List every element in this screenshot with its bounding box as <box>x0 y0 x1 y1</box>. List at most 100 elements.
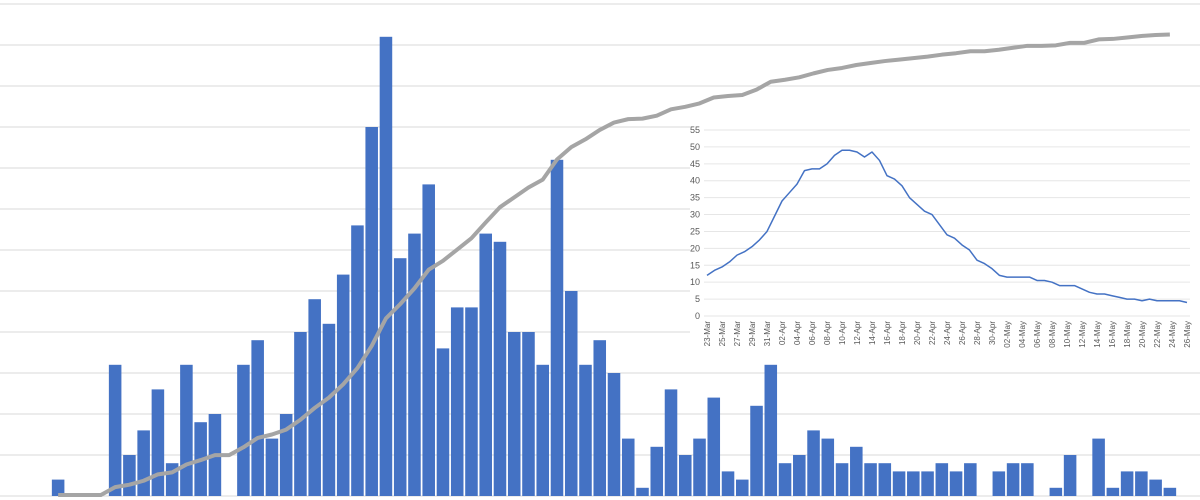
x-tick-label: 16-Apr <box>883 321 892 345</box>
x-tick-label: 12-Apr <box>853 321 862 345</box>
x-tick-label: 04-May <box>1018 321 1027 348</box>
bar <box>379 36 393 497</box>
x-tick-label: 24-Apr <box>943 321 952 345</box>
bar <box>137 430 150 496</box>
bar <box>850 446 863 496</box>
bar <box>636 487 649 496</box>
bar <box>322 323 336 496</box>
x-tick-label: 26-Apr <box>958 321 967 345</box>
bar <box>408 233 421 496</box>
bar <box>864 463 877 496</box>
bar <box>123 455 136 496</box>
bar <box>693 438 706 496</box>
x-tick-label: 22-May <box>1153 321 1162 348</box>
bar <box>736 479 749 496</box>
x-tick-label: 20-Apr <box>913 321 922 345</box>
bar <box>721 471 735 496</box>
bar <box>992 471 1006 496</box>
x-tick-label: 30-Apr <box>988 321 997 345</box>
bar <box>707 397 721 496</box>
y-tick-label: 25 <box>690 226 700 236</box>
main-chart <box>0 3 1200 498</box>
x-tick-label: 10-Apr <box>838 321 847 345</box>
bar <box>1049 487 1063 496</box>
bar <box>151 389 165 496</box>
bar <box>593 340 607 496</box>
x-tick-label: 02-Apr <box>778 321 787 345</box>
bar <box>678 455 692 496</box>
bar <box>279 414 293 496</box>
x-tick-label: 23-Mar <box>703 321 712 347</box>
x-tick-label: 06-Apr <box>808 321 817 345</box>
bar <box>921 471 934 496</box>
bar <box>1135 471 1148 496</box>
bar <box>621 438 635 496</box>
bar <box>507 332 521 496</box>
bar <box>807 430 820 496</box>
x-tick-label: 08-May <box>1048 321 1057 348</box>
x-tick-label: 16-May <box>1108 321 1117 348</box>
bar <box>778 463 792 496</box>
x-tick-label: 25-Mar <box>718 321 727 347</box>
x-tick-label: 14-May <box>1093 321 1102 348</box>
bar <box>422 184 435 496</box>
x-tick-label: 24-May <box>1168 321 1177 348</box>
bar <box>964 463 977 496</box>
x-tick-label: 27-Mar <box>733 321 742 347</box>
bar <box>108 364 122 496</box>
bar <box>1163 487 1177 496</box>
bar <box>650 446 664 496</box>
x-tick-label: 10-May <box>1063 321 1072 348</box>
x-tick-label: 31-Mar <box>763 321 772 347</box>
bar <box>536 364 550 496</box>
y-tick-label: 50 <box>690 142 700 152</box>
bar <box>821 438 835 496</box>
bar <box>465 307 478 496</box>
y-tick-label: 30 <box>690 210 700 220</box>
x-tick-label: 04-Apr <box>793 321 802 345</box>
bar <box>764 364 778 496</box>
bar <box>607 373 621 496</box>
bar <box>51 479 65 496</box>
bar <box>750 405 763 496</box>
bar <box>308 299 321 496</box>
bar <box>550 159 564 497</box>
bar <box>949 471 963 496</box>
bar <box>237 364 250 496</box>
bar <box>907 471 920 496</box>
x-tick-label: 18-May <box>1123 321 1132 348</box>
bar <box>1021 463 1034 496</box>
bar <box>793 455 806 496</box>
bar <box>251 340 264 496</box>
bar <box>294 332 307 496</box>
bar <box>265 438 279 496</box>
y-tick-label: 15 <box>690 260 700 270</box>
bar <box>835 463 849 496</box>
bar <box>522 332 535 496</box>
x-tick-label: 08-Apr <box>823 321 832 345</box>
cumulative-line <box>58 32 1170 498</box>
y-tick-label: 0 <box>695 311 700 321</box>
bar <box>493 241 507 496</box>
y-tick-label: 45 <box>690 159 700 169</box>
x-tick-label: 22-Apr <box>928 321 937 345</box>
bar <box>892 471 906 496</box>
bar <box>1006 463 1020 496</box>
bar <box>450 307 464 496</box>
x-tick-label: 20-May <box>1138 321 1147 348</box>
y-tick-label: 35 <box>690 193 700 203</box>
y-tick-label: 55 <box>690 125 700 135</box>
bar <box>1092 438 1105 496</box>
x-tick-label: 02-May <box>1003 321 1012 348</box>
bar <box>479 233 492 496</box>
bar <box>579 364 592 496</box>
x-tick-label: 06-May <box>1033 321 1042 348</box>
bar <box>180 364 193 496</box>
bar <box>664 389 678 496</box>
x-tick-label: 29-Mar <box>748 321 757 347</box>
bar <box>1149 479 1162 496</box>
inset-chart: 0 5 10 15 20 25 30 35 40 45 50 55 23-Mar 25-Mar 27-Mar… <box>690 125 1192 348</box>
bar <box>365 127 378 496</box>
bar <box>436 348 450 496</box>
